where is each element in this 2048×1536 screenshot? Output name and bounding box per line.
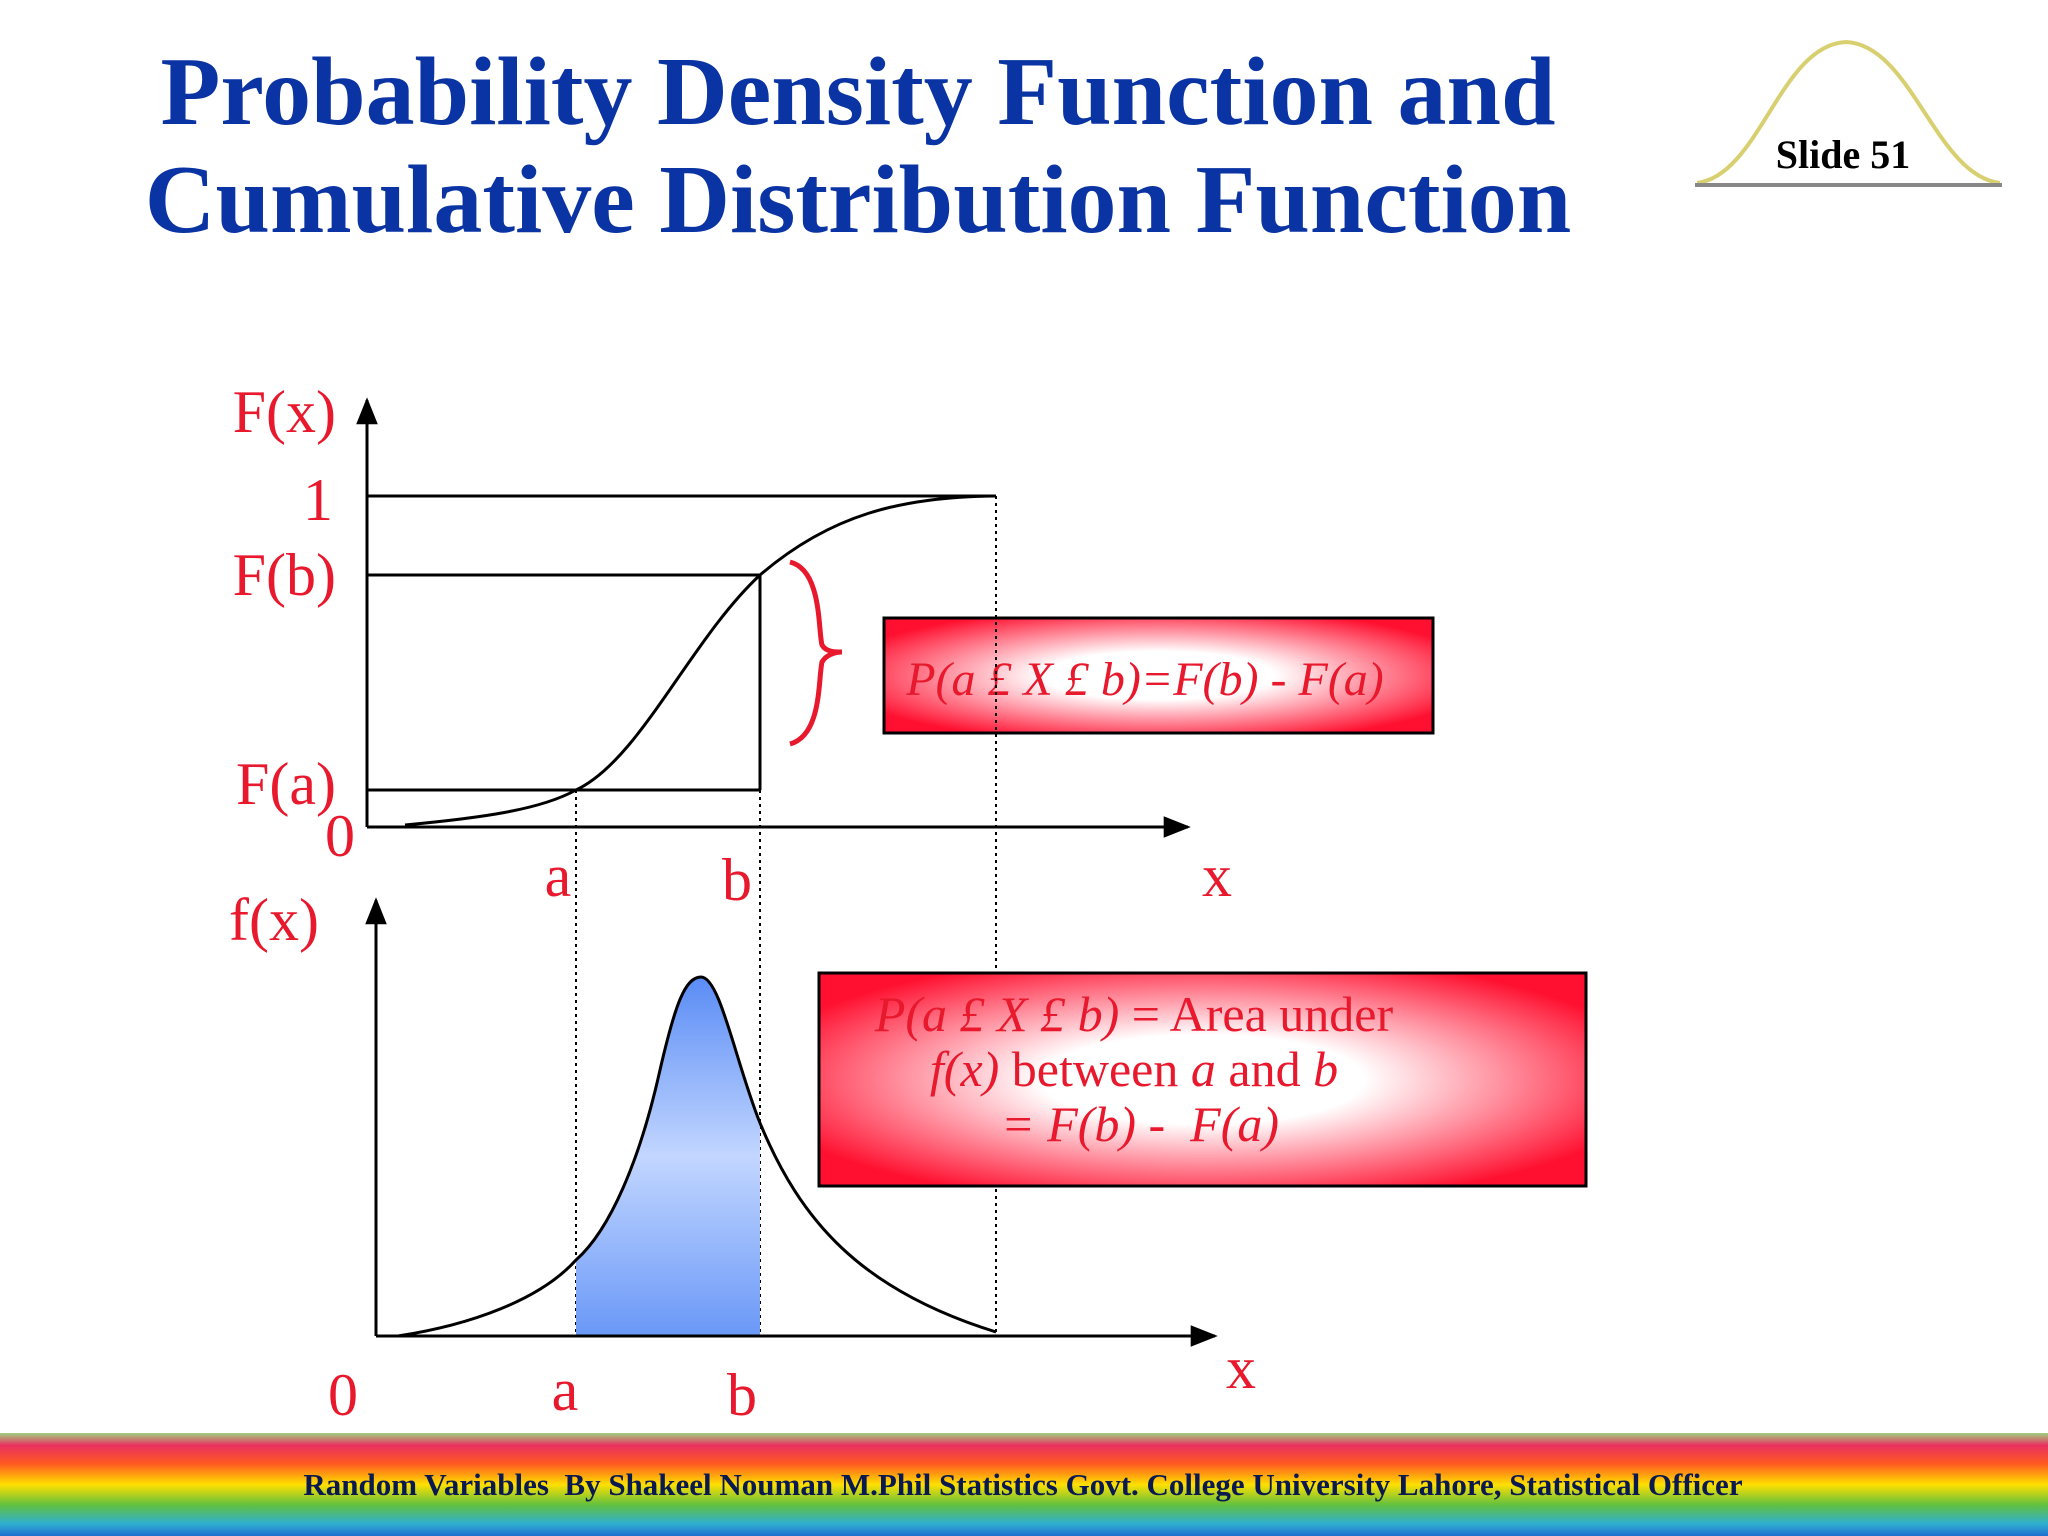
- level-label: 1: [303, 467, 333, 533]
- origin-label: 0: [328, 1362, 358, 1428]
- cdf-graph: F(x) 1 F(b) F(a) 0 a b x P(a £ X £ b)=F(…: [233, 379, 1435, 913]
- text-run: b: [1313, 1041, 1338, 1097]
- text-run: a: [1191, 1041, 1216, 1097]
- formula-text: = F(b) - F(a): [1001, 1096, 1279, 1152]
- x-tick-label: a: [552, 1357, 579, 1423]
- x-tick-label: b: [727, 1362, 757, 1428]
- footer-text: Random Variables By Shakeel Nouman M.Phi…: [303, 1467, 1742, 1502]
- text-run: P(a £ X £ b): [874, 986, 1119, 1042]
- slide-number: Slide 51: [1776, 132, 1910, 177]
- formula-text: f(x) between a and b: [930, 1041, 1338, 1097]
- formula-box: [817, 971, 1588, 1188]
- pdf-graph: f(x) 0 a b x P(a £ X £ b) = Area under f…: [229, 887, 1588, 1428]
- formula-text: P(a £ X £ b) = Area under: [874, 986, 1394, 1042]
- footer-band: [0, 1433, 2048, 1536]
- level-label: F(a): [236, 751, 336, 817]
- level-label: F(b): [233, 542, 336, 608]
- text-run: = Area under: [1119, 986, 1393, 1042]
- slide-badge: Slide 51: [1695, 39, 2002, 187]
- text-run: between: [999, 1041, 1191, 1097]
- x-tick-label: a: [545, 843, 572, 909]
- title: Cumulative Distribution Function: [145, 146, 1572, 254]
- text-run: and: [1216, 1041, 1313, 1097]
- origin-label: 0: [325, 803, 355, 869]
- x-axis-label: x: [1226, 1335, 1256, 1401]
- text-run: f(x): [930, 1041, 999, 1097]
- y-axis-label: F(x): [233, 379, 336, 445]
- title: Probability Density Function and: [161, 38, 1556, 146]
- formula-text: P(a £ X £ b)=F(b) - F(a): [905, 653, 1384, 706]
- y-axis-label: f(x): [229, 887, 319, 953]
- x-axis-label: x: [1202, 843, 1232, 909]
- x-tick-label: b: [722, 847, 752, 913]
- formula-box: [882, 616, 1435, 735]
